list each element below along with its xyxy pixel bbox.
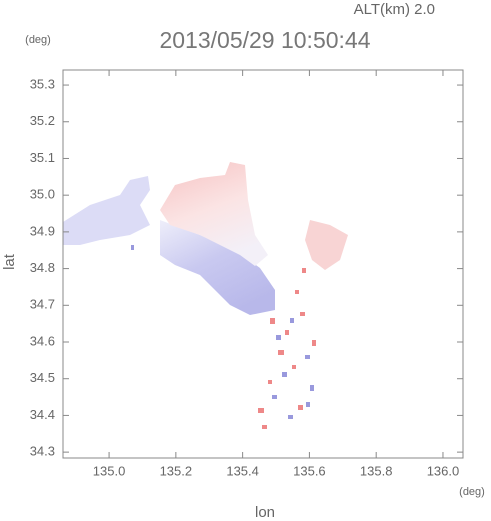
y-tick-label: 35.0	[30, 187, 55, 202]
y-tick-label: 34.5	[30, 370, 55, 385]
x-axis-label: lon	[255, 504, 275, 521]
y-axis-label: lat	[1, 253, 18, 270]
altitude-label: ALT(km) 2.0	[354, 1, 435, 18]
y-tick-label: 34.4	[30, 407, 55, 422]
y-tick-label: 35.1	[30, 150, 55, 165]
x-tick-label: 135.6	[293, 463, 326, 478]
x-tick-label: 135.8	[360, 463, 393, 478]
x-tick-label: 136.0	[427, 463, 460, 478]
radar-field	[63, 162, 348, 429]
y-tick-label: 35.2	[30, 113, 55, 128]
y-tick-label: 34.9	[30, 223, 55, 238]
y-tick-label: 34.8	[30, 260, 55, 275]
x-tick-label: 135.2	[160, 463, 193, 478]
y-tick-label: 35.3	[30, 76, 55, 91]
y-tick-label: 34.3	[30, 444, 55, 459]
y-tick-label: 34.6	[30, 333, 55, 348]
chart-title: 2013/05/29 10:50:44	[159, 27, 370, 53]
plot-frame	[62, 69, 464, 459]
x-tick-label: 135.4	[226, 463, 259, 478]
x-tick-label: 135.0	[93, 463, 126, 478]
y-tick-label: 34.7	[30, 297, 55, 312]
y-unit: (deg)	[25, 34, 51, 46]
x-unit: (deg)	[459, 486, 485, 498]
